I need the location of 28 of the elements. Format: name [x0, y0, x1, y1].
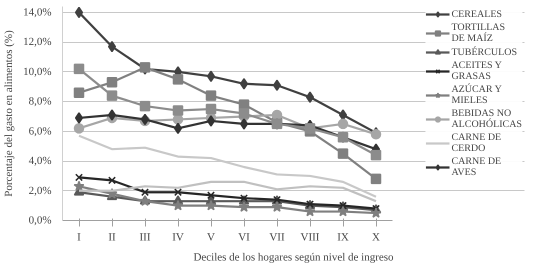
legend-label: CARNE DE AVES — [451, 156, 502, 178]
x-tick-label: X — [372, 232, 380, 244]
x-tick-label: VII — [269, 232, 285, 244]
x-tick-label: III — [140, 232, 151, 244]
legend-label: ACEITES Y GRASAS — [451, 60, 502, 82]
x-tick-label: IV — [172, 232, 184, 244]
x-tick-label: VIII — [300, 232, 320, 244]
legend-label: CEREALES — [451, 8, 502, 20]
x-tick-label: I — [77, 232, 82, 244]
x-tick-label: II — [108, 232, 116, 244]
legend-label: TORTILLAS DE MAÍZ — [451, 22, 506, 44]
x-tick-label: IX — [337, 232, 349, 244]
y-tick-label: 10,0% — [23, 66, 52, 78]
y-tick-label: 0,0% — [28, 214, 52, 226]
y-tick-label: 14,0% — [23, 6, 52, 18]
y-tick-label: 2,0% — [28, 184, 52, 197]
x-tick-label: V — [207, 232, 216, 244]
y-tick-label: 8,0% — [28, 96, 52, 108]
legend-label: BEBIDAS NO ALCOHÓLICAS — [451, 108, 522, 130]
y-tick-label: 12,0% — [23, 36, 52, 48]
x-tick-label: VI — [238, 232, 250, 244]
legend-label: TUBÉRCULOS — [451, 46, 517, 58]
y-tick-label: 4,0% — [28, 155, 52, 168]
y-axis-title: Porcentaje del gasto en alimentos (%) — [3, 30, 16, 197]
legend-label: CARNE DE CERDO — [451, 132, 502, 154]
legend-label: AZÚCAR Y MIELES — [451, 84, 502, 106]
y-tick-label: 6,0% — [28, 125, 52, 138]
x-axis-title: Deciles de los hogares según nivel de ingreso — [193, 252, 394, 264]
